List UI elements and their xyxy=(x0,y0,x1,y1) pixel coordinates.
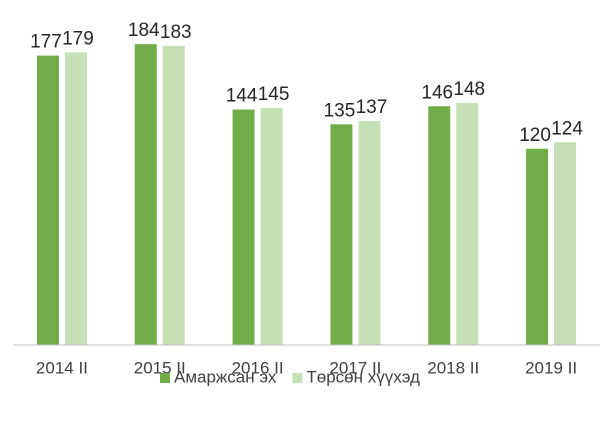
data-label: 148 xyxy=(453,79,485,100)
bar xyxy=(64,52,87,346)
x-tick-label: 2018 II xyxy=(427,358,479,377)
bar xyxy=(134,44,157,345)
bar xyxy=(358,121,381,345)
bar xyxy=(526,148,549,345)
data-label: 179 xyxy=(62,28,94,49)
data-label: 184 xyxy=(128,20,160,41)
legend-label: Амаржсан эх xyxy=(174,367,277,386)
data-label: 135 xyxy=(324,100,356,121)
bar xyxy=(260,107,283,345)
x-tick-label: 2017 II xyxy=(329,358,381,377)
legend-swatch xyxy=(160,373,170,383)
x-tick-label: 2014 II xyxy=(36,358,88,377)
data-label: 183 xyxy=(160,22,192,43)
data-label: 137 xyxy=(356,97,388,118)
bar xyxy=(428,106,451,345)
bar xyxy=(232,109,255,345)
x-tick-label: 2016 II xyxy=(232,358,284,377)
data-label: 177 xyxy=(30,32,62,53)
legend-swatch xyxy=(292,373,303,383)
bar xyxy=(36,55,59,345)
x-tick-label: 2015 II xyxy=(134,358,186,377)
data-label: 146 xyxy=(421,82,453,103)
data-label: 145 xyxy=(258,84,290,105)
x-tick-label: 2019 II xyxy=(525,358,577,377)
bar xyxy=(554,142,577,345)
data-label: 124 xyxy=(551,118,583,139)
bar xyxy=(330,124,353,346)
data-label: 120 xyxy=(519,125,551,146)
legend-label: Төрсөн хүүхэд xyxy=(306,367,420,386)
bar xyxy=(456,103,479,346)
bar xyxy=(162,45,185,346)
data-label: 144 xyxy=(226,86,258,107)
